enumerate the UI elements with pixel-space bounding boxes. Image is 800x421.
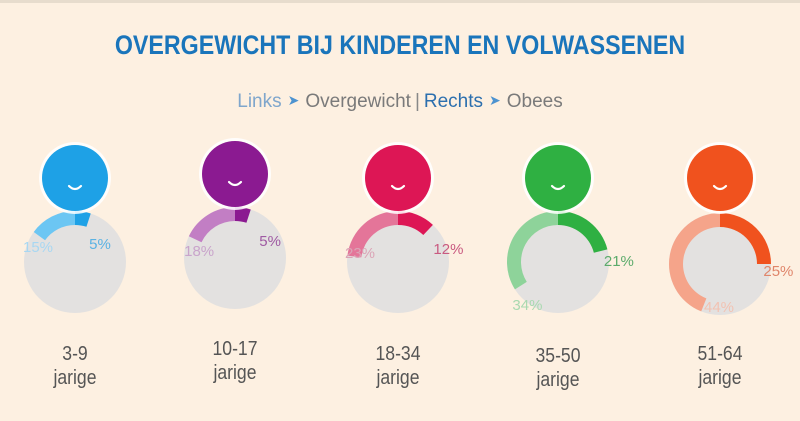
head-icon — [42, 145, 108, 211]
age-group-label: 51-64 jarige — [667, 342, 773, 390]
body-circle — [24, 211, 126, 313]
body-circle — [347, 211, 449, 313]
legend-right-meaning: Obees — [506, 91, 563, 112]
obese-value-label: 21% — [604, 253, 634, 270]
smile-icon — [550, 184, 566, 191]
age-unit: jarige — [53, 367, 97, 389]
obese-value-label: 5% — [89, 236, 111, 253]
obese-arc — [75, 211, 91, 227]
obese-arc — [398, 211, 433, 236]
smile-icon — [67, 184, 83, 191]
overweight-value-label: 34% — [512, 297, 542, 314]
overweight-arc — [188, 207, 235, 243]
age-range: 18-34 — [375, 343, 421, 365]
arrow-right-icon: ➤ — [287, 92, 300, 108]
overweight-arc — [347, 211, 398, 258]
body-circle — [669, 213, 771, 315]
age-unit: jarige — [213, 362, 257, 384]
obese-value-label: 25% — [763, 263, 793, 280]
arrow-right-icon: ➤ — [489, 92, 501, 108]
smile-icon — [712, 184, 728, 191]
head-icon — [525, 145, 591, 211]
head-icon — [687, 145, 753, 211]
age-unit: jarige — [376, 367, 420, 389]
overweight-value-label: 15% — [23, 239, 53, 256]
overweight-value-label: 18% — [184, 243, 214, 260]
obese-arc — [235, 207, 251, 223]
body-circle — [507, 211, 609, 313]
overweight-value-label: 44% — [704, 299, 734, 316]
age-range: 35-50 — [535, 345, 581, 367]
legend-left-meaning: Overgewicht — [305, 91, 411, 112]
obese-value-label: 12% — [433, 241, 463, 258]
age-group-label: 3-9 jarige — [22, 342, 128, 390]
overweight-arc — [33, 211, 75, 241]
legend: Links ➤ Overgewicht | Rechts ➤ Obees — [0, 91, 800, 113]
age-unit: jarige — [698, 367, 742, 389]
head-icon — [365, 145, 431, 211]
age-unit: jarige — [536, 369, 580, 391]
overweight-value-label: 23% — [345, 245, 375, 262]
obese-value-label: 5% — [259, 233, 281, 250]
chart-title: OVERGEWICHT BIJ KINDEREN EN VOLWASSENEN — [114, 30, 686, 60]
age-range: 51-64 — [697, 343, 743, 365]
age-group-label: 10-17 jarige — [182, 337, 288, 385]
smile-icon — [227, 180, 243, 187]
legend-separator: | — [414, 91, 420, 112]
age-range: 10-17 — [212, 338, 258, 360]
smile-icon — [390, 184, 406, 191]
top-border — [0, 0, 800, 3]
obese-arc — [720, 213, 771, 264]
age-group-label: 35-50 jarige — [505, 344, 611, 392]
legend-left-label: Links — [237, 91, 282, 112]
overweight-arc — [507, 211, 558, 290]
age-range: 3-9 — [62, 343, 88, 365]
obese-arc — [558, 211, 608, 253]
body-circle — [184, 207, 286, 309]
overweight-arc — [669, 213, 720, 312]
legend-right-label: Rechts — [423, 91, 484, 112]
head-icon — [202, 141, 268, 207]
age-group-label: 18-34 jarige — [345, 342, 451, 390]
